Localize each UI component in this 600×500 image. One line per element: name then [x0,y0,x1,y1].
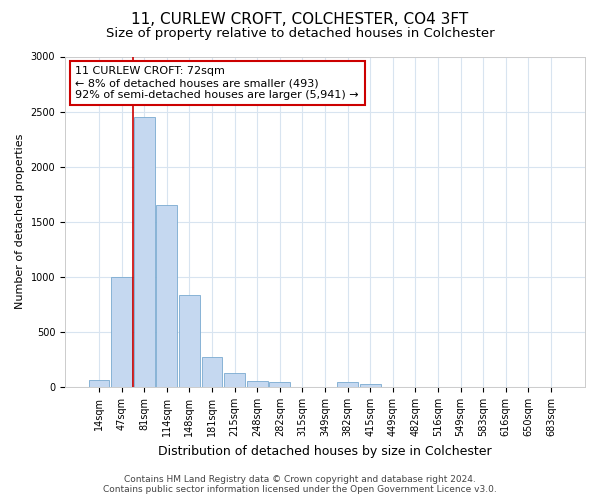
Text: 11, CURLEW CROFT, COLCHESTER, CO4 3FT: 11, CURLEW CROFT, COLCHESTER, CO4 3FT [131,12,469,28]
Bar [337,382,358,387]
Bar [202,357,223,387]
Text: Size of property relative to detached houses in Colchester: Size of property relative to detached ho… [106,28,494,40]
Bar [179,294,200,387]
Bar [157,206,177,387]
Y-axis label: Number of detached properties: Number of detached properties [15,134,25,310]
Bar [360,384,380,387]
Bar [269,382,290,387]
Bar [224,372,245,387]
Text: Contains HM Land Registry data © Crown copyright and database right 2024.
Contai: Contains HM Land Registry data © Crown c… [103,474,497,494]
Bar [134,117,155,387]
Bar [111,277,132,387]
Bar [247,381,268,387]
Text: 11 CURLEW CROFT: 72sqm
← 8% of detached houses are smaller (493)
92% of semi-det: 11 CURLEW CROFT: 72sqm ← 8% of detached … [76,66,359,100]
X-axis label: Distribution of detached houses by size in Colchester: Distribution of detached houses by size … [158,444,492,458]
Bar [89,380,109,387]
